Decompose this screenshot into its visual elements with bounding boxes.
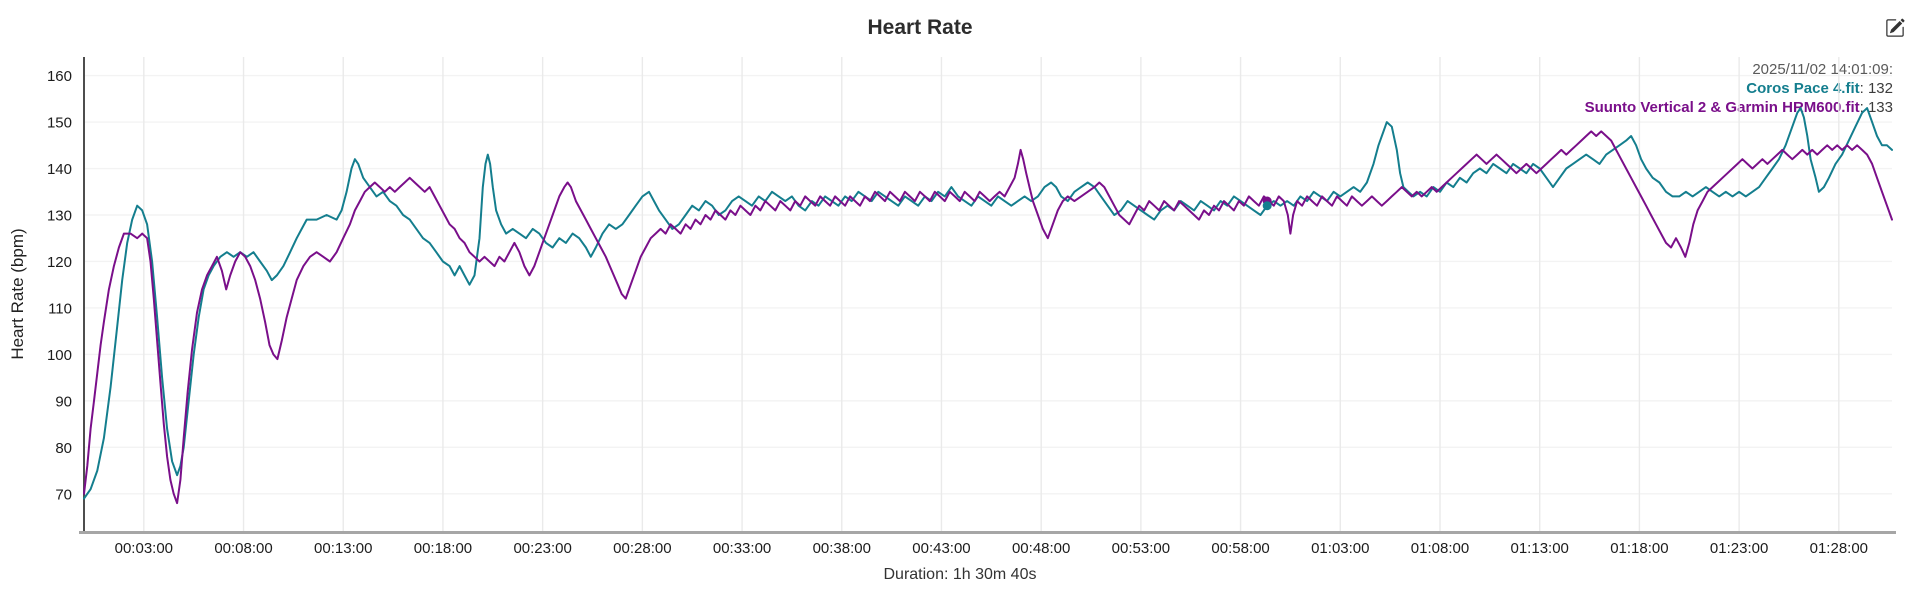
y-tick-label: 130 bbox=[47, 208, 72, 225]
y-tick-label: 150 bbox=[47, 115, 72, 132]
y-tick-label: 160 bbox=[47, 68, 72, 85]
x-tick-label: 00:53:00 bbox=[1112, 540, 1170, 557]
tooltip-series-label-coros: Coros Pace 4.fit bbox=[1746, 80, 1860, 97]
x-tick-label: 00:03:00 bbox=[115, 540, 173, 557]
tooltip-timestamp: 2025/11/02 14:01:09: bbox=[1752, 61, 1893, 78]
series-line-coros[interactable] bbox=[83, 107, 1893, 500]
x-tick-label: 01:03:00 bbox=[1311, 540, 1369, 557]
y-tick-label: 70 bbox=[55, 486, 72, 503]
x-tick-label: 01:28:00 bbox=[1810, 540, 1868, 557]
y-tick-label: 140 bbox=[47, 161, 72, 178]
chart-title: Heart Rate bbox=[867, 16, 973, 39]
y-tick-label: 100 bbox=[47, 347, 72, 364]
x-tick-label: 00:48:00 bbox=[1012, 540, 1070, 557]
y-tick-label: 90 bbox=[55, 393, 72, 410]
series-line-suunto[interactable] bbox=[83, 130, 1893, 505]
gridlines bbox=[84, 57, 1892, 531]
x-tick-label: 01:13:00 bbox=[1511, 540, 1569, 557]
hover-tooltip: 2025/11/02 14:01:09: Coros Pace 4.fit: 1… bbox=[1585, 60, 1893, 117]
y-axis-title: Heart Rate (bpm) bbox=[8, 228, 27, 360]
cursor-point-coros bbox=[1262, 201, 1272, 211]
x-axis-caption: Duration: 1h 30m 40s bbox=[883, 566, 1037, 583]
tooltip-row-suunto: Suunto Vertical 2 & Garmin HRM600.fit: 1… bbox=[1585, 98, 1893, 117]
tooltip-series-value-suunto: : 133 bbox=[1859, 99, 1893, 116]
y-tick-label: 110 bbox=[48, 300, 72, 317]
x-tick-label: 00:18:00 bbox=[414, 540, 472, 557]
x-tick-label: 00:28:00 bbox=[613, 540, 671, 557]
x-tick-label: 01:23:00 bbox=[1710, 540, 1768, 557]
y-tick-labels: 70 80 90 100 110 120 130 140 150 160 bbox=[47, 68, 72, 503]
x-tick-label: 00:38:00 bbox=[813, 540, 871, 557]
x-tick-label: 00:08:00 bbox=[214, 540, 272, 557]
x-tick-label: 00:58:00 bbox=[1211, 540, 1269, 557]
x-tick-label: 00:43:00 bbox=[912, 540, 970, 557]
x-tick-label: 00:23:00 bbox=[513, 540, 571, 557]
y-tick-label: 80 bbox=[55, 440, 72, 457]
y-tick-label: 120 bbox=[47, 254, 72, 271]
x-tick-label: 00:13:00 bbox=[314, 540, 372, 557]
x-tick-label: 01:08:00 bbox=[1411, 540, 1469, 557]
x-tick-labels: 00:03:00 00:08:00 00:13:00 00:18:00 00:23:00… bbox=[115, 540, 1868, 557]
edit-chart-button[interactable] bbox=[1884, 18, 1906, 40]
tooltip-series-label-suunto: Suunto Vertical 2 & Garmin HRM600.fit bbox=[1584, 99, 1860, 116]
tooltip-row-coros: Coros Pace 4.fit: 132 bbox=[1585, 79, 1893, 98]
edit-icon bbox=[1885, 18, 1905, 41]
tooltip-series-value-coros: : 132 bbox=[1859, 80, 1893, 97]
x-tick-label: 01:18:00 bbox=[1610, 540, 1668, 557]
x-tick-label: 00:33:00 bbox=[713, 540, 771, 557]
